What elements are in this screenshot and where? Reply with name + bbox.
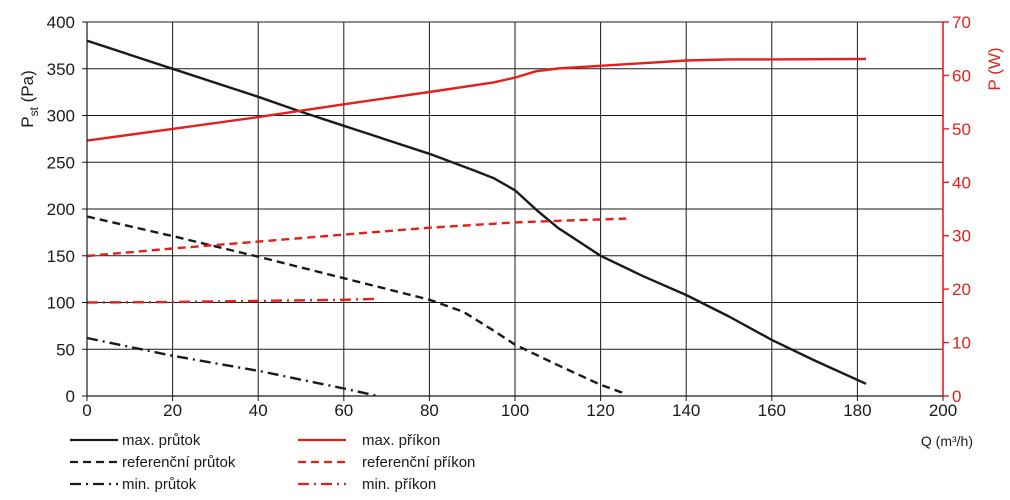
y-left-tick-label-0: 0	[66, 387, 75, 406]
series-line-6	[86, 297, 379, 304]
series-line-4	[86, 57, 867, 142]
legend: max. průtok referenční průtok min. průtok m…	[70, 432, 475, 493]
x-tick-label-200: 200	[929, 401, 957, 420]
series-line-5	[86, 217, 627, 258]
y-left-tick-label-350: 350	[47, 60, 75, 79]
y-left-axis-title: Pst (Pa)	[18, 70, 41, 128]
y-right-axis-title: P (W)	[985, 47, 1004, 90]
legend-label-2: referenční průtok	[122, 454, 236, 471]
x-tick-label-180: 180	[843, 401, 871, 420]
y-right-tick-label-20: 20	[952, 280, 971, 299]
y-left-tick-label-50: 50	[56, 340, 75, 359]
y-left-tick-label-400: 400	[47, 13, 75, 32]
legend-label-4: max. příkon	[362, 432, 440, 449]
y-left-tick-label-200: 200	[47, 200, 75, 219]
legend-label-1: max. průtok	[122, 432, 201, 449]
tick-labels: 0 20 40 60 80 100 120 140 160 180 2000501001502002…	[47, 13, 971, 420]
x-tick-label-160: 160	[758, 401, 786, 420]
y-left-tick-label-300: 300	[47, 107, 75, 126]
y-right-tick-label-60: 60	[952, 66, 971, 85]
y-right-tick-label-50: 50	[952, 120, 971, 139]
y-right-tick-label-10: 10	[952, 334, 971, 353]
x-tick-label-100: 100	[501, 401, 529, 420]
series-layer	[86, 39, 867, 398]
axis-titles: Pst (Pa) P (W) Q (m³/h)	[18, 47, 1004, 449]
y-left-tick-label-100: 100	[47, 294, 75, 313]
series-line-1	[86, 39, 867, 385]
legend-label-3: min. průtok	[122, 476, 197, 493]
x-tick-label-0: 0	[82, 401, 91, 420]
series-line-2	[86, 215, 627, 396]
y-right-tick-label-70: 70	[952, 13, 971, 32]
x-tick-label-60: 60	[334, 401, 353, 420]
y-left-title-unit: (Pa)	[18, 70, 37, 107]
legend-label-5: referenční příkon	[362, 454, 475, 471]
y-right-tick-label-0: 0	[952, 387, 961, 406]
x-tick-label-80: 80	[420, 401, 439, 420]
legend-label-6: min. příkon	[362, 476, 436, 493]
series-line-3	[86, 336, 379, 398]
x-tick-label-140: 140	[672, 401, 700, 420]
axes	[82, 21, 949, 401]
x-axis-title: Q (m³/h)	[921, 433, 973, 449]
y-left-title-main: P	[18, 116, 37, 127]
x-tick-label-40: 40	[249, 401, 268, 420]
y-right-tick-label-30: 30	[952, 227, 971, 246]
y-left-tick-label-250: 250	[47, 153, 75, 172]
x-tick-label-20: 20	[163, 401, 182, 420]
y-left-tick-label-150: 150	[47, 247, 75, 266]
y-left-title-sub: st	[27, 106, 41, 116]
y-right-tick-label-40: 40	[952, 173, 971, 192]
x-tick-label-120: 120	[586, 401, 614, 420]
